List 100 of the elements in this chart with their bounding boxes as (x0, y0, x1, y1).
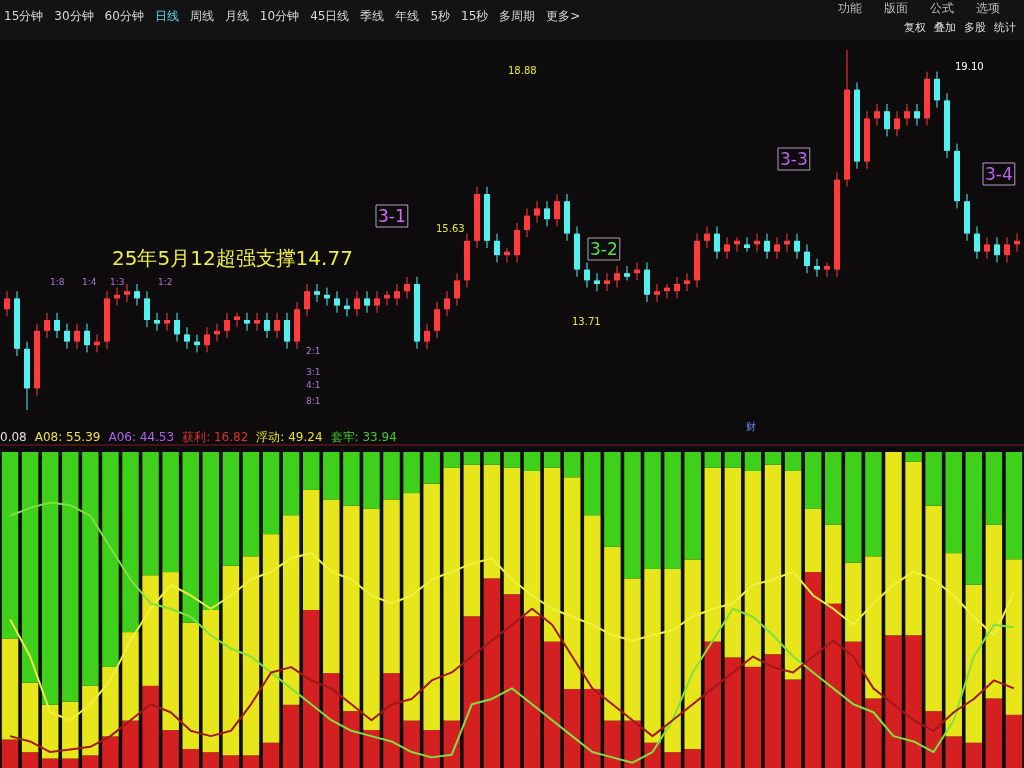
bar (503, 467, 521, 595)
candlestick (454, 272, 460, 307)
bar (885, 452, 902, 636)
bar (222, 452, 240, 566)
candlestick (684, 272, 690, 292)
candlestick (614, 265, 620, 289)
bar (584, 515, 601, 689)
bar (865, 698, 882, 768)
bar (684, 749, 701, 768)
candlestick (404, 276, 410, 299)
bar (202, 610, 220, 753)
candlestick (724, 236, 730, 260)
bar (262, 534, 280, 743)
candlestick (914, 103, 920, 127)
bar (302, 610, 320, 768)
bar (704, 452, 722, 468)
bar (825, 452, 842, 525)
candlestick (154, 312, 160, 332)
candlestick (64, 323, 70, 350)
text: 多股 (964, 21, 986, 34)
text: 5秒 (430, 9, 451, 23)
bar (704, 467, 722, 642)
candlestick (534, 200, 540, 224)
text: 获利: 16.82 (182, 430, 249, 444)
bar (664, 568, 681, 753)
candlestick (554, 193, 560, 227)
candlestick (594, 272, 600, 292)
candlestick (824, 261, 830, 278)
candlestick (714, 225, 720, 260)
bar (282, 704, 300, 768)
bar (604, 452, 621, 547)
bar (41, 452, 59, 705)
bar (443, 452, 460, 468)
bar (945, 553, 962, 737)
bar (142, 452, 159, 576)
bar (202, 452, 220, 610)
candlestick (234, 312, 240, 328)
bar (764, 464, 782, 655)
bar (845, 562, 862, 642)
candlestick (874, 103, 880, 127)
bar (122, 452, 139, 633)
bar (985, 698, 1003, 768)
bar (543, 641, 561, 768)
text: 15秒 (461, 9, 489, 23)
candlestick (624, 265, 630, 281)
bar (262, 452, 280, 535)
candlestick (434, 301, 440, 339)
candlestick (674, 276, 680, 299)
bar (784, 470, 802, 680)
text: 年线 (395, 9, 420, 23)
candlestick (44, 312, 50, 339)
text: 10分钟 (259, 9, 300, 23)
candlestick (894, 110, 900, 137)
text: 功能 (838, 1, 862, 15)
bar (282, 452, 300, 516)
bar (965, 584, 983, 743)
bar (644, 742, 661, 768)
candlestick (254, 312, 260, 332)
bar (925, 452, 942, 506)
bar (363, 452, 380, 509)
bar (323, 673, 340, 768)
candlestick (364, 290, 370, 314)
text: 日线 (154, 9, 179, 23)
bar (564, 477, 581, 689)
bar (503, 594, 521, 768)
candlestick (394, 283, 400, 307)
candlestick (354, 290, 360, 317)
bar (463, 464, 481, 617)
bar (463, 616, 481, 768)
text: 版面 (884, 1, 908, 15)
annotation: 1:4 (82, 277, 97, 287)
text: 45日线 (310, 9, 350, 23)
candlestick (284, 312, 290, 350)
bar (503, 452, 521, 468)
bar (102, 666, 119, 737)
candlestick (884, 103, 890, 137)
candlestick (444, 290, 450, 317)
bar (724, 657, 742, 768)
text: 复权 (904, 21, 926, 34)
bar (41, 758, 59, 768)
annotation: 25年5月12超强支撑14.77 (112, 246, 353, 270)
candlestick (904, 103, 910, 127)
candlestick (184, 326, 190, 350)
bar (21, 752, 39, 768)
bar (82, 755, 99, 768)
bar (1005, 452, 1023, 560)
bar (804, 452, 822, 509)
candlestick (74, 323, 80, 350)
bar (523, 616, 541, 768)
text: 60分钟 (104, 9, 144, 23)
bar (343, 505, 360, 712)
bar (443, 467, 460, 721)
bar (764, 452, 782, 465)
text: A08: 55.39 (34, 430, 101, 444)
bar (604, 546, 621, 721)
bar (363, 730, 380, 768)
candlestick (1004, 236, 1010, 263)
bar (865, 556, 882, 699)
bar (925, 505, 942, 712)
bar (182, 452, 199, 623)
